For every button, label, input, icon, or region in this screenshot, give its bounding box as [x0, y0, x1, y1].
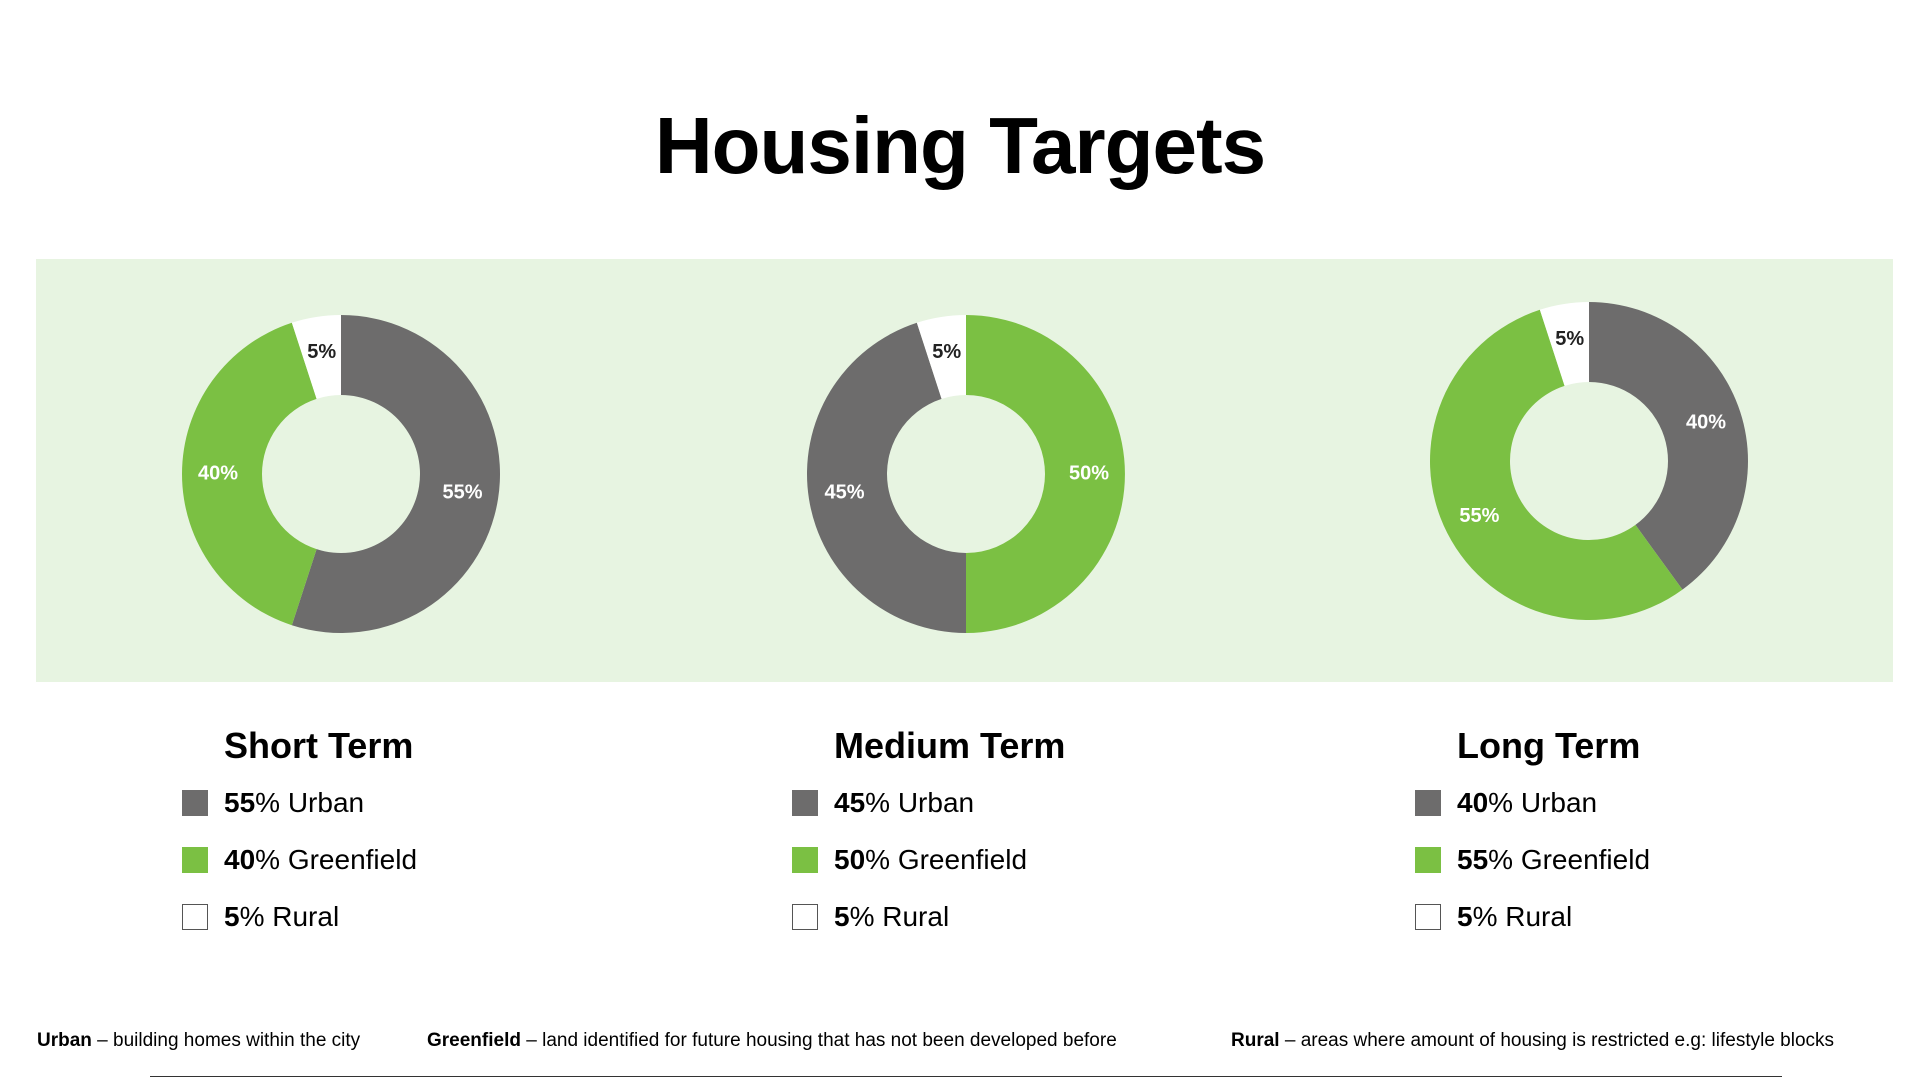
- definition-greenfield: Greenfield – land identified for future …: [427, 1030, 1117, 1052]
- legend-item-rural: 5% Rural: [792, 894, 1065, 951]
- long-term-legend: Long Term 40% Urban 55% Greenfield 5% Ru…: [1415, 725, 1650, 951]
- legend-label: % Urban: [255, 787, 365, 818]
- definition-urban: Urban – building homes within the city: [37, 1030, 360, 1052]
- footer-divider: [150, 1076, 1782, 1077]
- greenfield-slice: [966, 315, 1125, 633]
- page-title: Housing Targets: [654, 101, 1266, 190]
- urban-slice-label: 45%: [824, 482, 864, 504]
- long-term-donut-chart: 40% 55% 5%: [1430, 302, 1748, 620]
- greenfield-slice-label: 55%: [1459, 505, 1499, 527]
- legend-label: % Urban: [865, 787, 975, 818]
- rural-swatch: [792, 904, 818, 930]
- definition-term: Urban: [37, 1030, 92, 1051]
- rural-slice: [916, 315, 966, 399]
- legend-label: % Greenfield: [1488, 844, 1651, 875]
- rural-swatch: [1415, 904, 1441, 930]
- urban-swatch: [792, 790, 818, 816]
- urban-slice: [807, 322, 966, 633]
- greenfield-slice: [1430, 309, 1683, 620]
- legend-label: % Rural: [1472, 901, 1573, 932]
- legend-percent: 40: [1457, 787, 1489, 818]
- rural-slice: [291, 315, 341, 399]
- legend-item-greenfield: 55% Greenfield: [1415, 837, 1650, 894]
- legend-title: Short Term: [224, 725, 414, 766]
- rural-slice-label: 5%: [932, 341, 961, 363]
- rural-slice-label: 5%: [1555, 328, 1584, 350]
- legend-percent: 55: [1457, 844, 1489, 875]
- legend-item-rural: 5% Rural: [1415, 894, 1640, 951]
- urban-swatch: [1415, 790, 1441, 816]
- medium-term-legend: Medium Term 45% Urban 50% Greenfield 5% …: [792, 725, 1066, 951]
- short-term-legend: Short Term 55% Urban 40% Greenfield 5% R…: [182, 725, 417, 951]
- legend-percent: 5: [1457, 901, 1473, 932]
- definition-rural: Rural – areas where amount of housing is…: [1231, 1030, 1834, 1052]
- legend-percent: 55: [224, 787, 256, 818]
- greenfield-swatch: [182, 847, 208, 873]
- legend-label: % Greenfield: [255, 844, 418, 875]
- legend-item-urban: 55% Urban: [182, 780, 413, 837]
- legend-title: Long Term: [1457, 725, 1641, 766]
- legend-item-greenfield: 40% Greenfield: [182, 837, 417, 894]
- greenfield-slice-label: 50%: [1069, 462, 1109, 484]
- legend-percent: 5: [834, 901, 850, 932]
- legend-item-rural: 5% Rural: [182, 894, 413, 951]
- rural-slice-label: 5%: [307, 341, 336, 363]
- definition-text: – building homes within the city: [91, 1030, 361, 1051]
- urban-slice-label: 55%: [442, 482, 482, 504]
- greenfield-slice: [182, 322, 317, 626]
- medium-term-donut-chart: 50% 45% 5%: [807, 315, 1125, 633]
- legend-item-greenfield: 50% Greenfield: [792, 837, 1065, 894]
- legend-title: Medium Term: [834, 725, 1066, 766]
- legend-percent: 45: [834, 787, 866, 818]
- legend-label: % Urban: [1488, 787, 1598, 818]
- urban-slice-label: 40%: [1686, 411, 1726, 433]
- greenfield-swatch: [1415, 847, 1441, 873]
- urban-swatch: [182, 790, 208, 816]
- rural-slice: [1539, 302, 1589, 386]
- rural-swatch: [182, 904, 208, 930]
- legend-item-urban: 45% Urban: [792, 780, 1065, 837]
- definition-term: Rural: [1231, 1030, 1280, 1051]
- legend-label: % Rural: [239, 901, 340, 932]
- greenfield-swatch: [792, 847, 818, 873]
- definition-term: Greenfield: [427, 1030, 521, 1051]
- definition-text: – areas where amount of housing is restr…: [1279, 1030, 1835, 1051]
- legend-item-urban: 40% Urban: [1415, 780, 1640, 837]
- legend-label: % Rural: [849, 901, 950, 932]
- short-term-donut-chart: 55% 40% 5%: [182, 315, 501, 633]
- urban-slice: [1589, 302, 1748, 590]
- urban-slice: [291, 315, 501, 633]
- legend-label: % Greenfield: [865, 844, 1028, 875]
- legend-percent: 5: [224, 901, 240, 932]
- greenfield-slice-label: 40%: [198, 462, 238, 484]
- legend-percent: 40: [224, 844, 256, 875]
- definition-text: – land identified for future housing tha…: [520, 1030, 1117, 1051]
- legend-percent: 50: [834, 844, 866, 875]
